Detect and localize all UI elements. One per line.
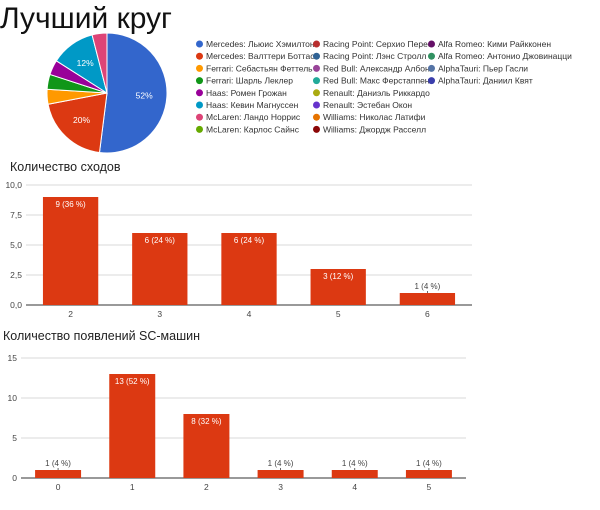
bar[interactable] [109, 374, 156, 478]
x-tick-label: 1 [130, 482, 135, 492]
legend-label: Williams: Джордж Расселл [323, 124, 426, 134]
bar-data-label: 1 (4 %) [268, 459, 294, 468]
legend-label: Haas: Кевин Магнуссен [206, 100, 299, 110]
bar-data-label: 9 (36 %) [55, 200, 86, 209]
bar[interactable] [42, 197, 99, 305]
bar-data-label: 6 (24 %) [234, 236, 265, 245]
x-tick-label: 4 [352, 482, 357, 492]
bar-data-label: 13 (52 %) [115, 377, 150, 386]
bar[interactable] [405, 470, 452, 478]
page-title: Лучший круг [0, 2, 172, 35]
legend-label: Ferrari: Себастьян Феттель [206, 63, 313, 73]
legend-label: Red Bull: Макс Ферстаппен [323, 76, 430, 86]
legend-marker [313, 64, 320, 72]
chart-title: Количество сходов [10, 160, 121, 174]
bar-data-label: 8 (32 %) [191, 417, 222, 426]
x-tick-label: 2 [68, 309, 73, 319]
bar[interactable] [331, 470, 378, 478]
legend-marker [313, 40, 320, 48]
bar-data-label: 1 (4 %) [415, 282, 441, 291]
legend-marker [428, 64, 435, 72]
bar[interactable] [257, 470, 304, 478]
legend-marker [428, 77, 435, 85]
bar-data-label: 1 (4 %) [45, 459, 71, 468]
legend-label: Renault: Эстебан Окон [323, 100, 412, 110]
x-tick-label: 5 [336, 309, 341, 319]
pie-slice-label: 20% [73, 115, 90, 125]
bar[interactable] [310, 269, 366, 305]
x-tick-label: 5 [427, 482, 432, 492]
legend-label: Haas: Ромен Грожан [206, 88, 287, 98]
legend-label: McLaren: Карлос Сайнс [206, 124, 300, 134]
chart-title: Количество появлений SC-машин [3, 329, 200, 343]
legend-label: Williams: Николас Латифи [323, 112, 426, 122]
legend-marker [196, 52, 203, 60]
x-tick-label: 3 [157, 309, 162, 319]
y-tick-label: 10,0 [5, 180, 22, 190]
legend-label: McLaren: Ландо Норрис [206, 112, 301, 122]
legend-label: Alfa Romeo: Антонио Джовинацци [438, 51, 572, 61]
y-tick-label: 0,0 [10, 300, 22, 310]
legend-marker [196, 101, 203, 109]
legend-label: Mercedes: Льюис Хэмилтон [206, 39, 315, 49]
legend-marker [196, 40, 203, 48]
legend-marker [196, 77, 203, 85]
bar[interactable] [399, 293, 456, 305]
pie-slice[interactable] [91, 32, 108, 94]
x-tick-label: 2 [204, 482, 209, 492]
legend-label: Racing Point: Лэнс Стролл [323, 51, 426, 61]
y-tick-label: 15 [8, 353, 18, 363]
legend-marker [196, 64, 203, 72]
x-tick-label: 0 [56, 482, 61, 492]
legend-marker [313, 52, 320, 60]
retirements-bar-chart: Количество сходов 0,0 2,5 5,0 7,5 10,0 9 (36 %… [5, 160, 472, 319]
legend-marker [428, 52, 435, 60]
legend-marker [196, 125, 203, 133]
legend-label: Alfa Romeo: Кими Райкконен [438, 39, 551, 49]
legend-label: Ferrari: Шарль Леклер [206, 76, 293, 86]
x-tick-label: 3 [278, 482, 283, 492]
legend-label: Racing Point: Серхио Перес [323, 39, 433, 49]
legend-label: AlphaTauri: Даниил Квят [438, 76, 533, 86]
pie-chart: 52% 20% 12% Mercedes: Льюис Хэмилтон Mercede… [46, 32, 572, 154]
y-tick-label: 2,5 [10, 270, 22, 280]
legend-marker [313, 101, 320, 109]
y-tick-label: 7,5 [10, 210, 22, 220]
bar-data-label: 1 (4 %) [416, 459, 442, 468]
legend-marker [313, 113, 320, 121]
bar-data-label: 6 (24 %) [145, 236, 176, 245]
y-tick-label: 0 [12, 473, 17, 483]
y-tick-label: 10 [8, 393, 18, 403]
bar[interactable] [132, 233, 188, 305]
pie-slice-label: 12% [77, 58, 94, 68]
pie-slice[interactable] [98, 32, 168, 154]
x-tick-label: 4 [247, 309, 252, 319]
bar-data-label: 1 (4 %) [342, 459, 368, 468]
bar[interactable] [183, 414, 230, 478]
pie-slice[interactable] [47, 92, 108, 154]
legend-marker [313, 77, 320, 85]
legend-label: Renault: Даниэль Риккардо [323, 88, 430, 98]
x-tick-label: 6 [425, 309, 430, 319]
legend-marker [428, 40, 435, 48]
bar-data-label: 3 (12 %) [323, 272, 354, 281]
pie-slice-label: 52% [136, 90, 153, 100]
legend-label: Red Bull: Александр Албон [323, 63, 430, 73]
legend-marker [313, 125, 320, 133]
bar[interactable] [35, 470, 82, 478]
bar[interactable] [221, 233, 277, 305]
legend-marker [196, 113, 203, 121]
legend-marker [313, 89, 320, 97]
legend-label: AlphaTauri: Пьер Гасли [438, 63, 528, 73]
y-tick-label: 5 [12, 433, 17, 443]
legend-label: Mercedes: Валттери Боттас [206, 51, 315, 61]
legend-marker [196, 89, 203, 97]
y-tick-label: 5,0 [10, 240, 22, 250]
